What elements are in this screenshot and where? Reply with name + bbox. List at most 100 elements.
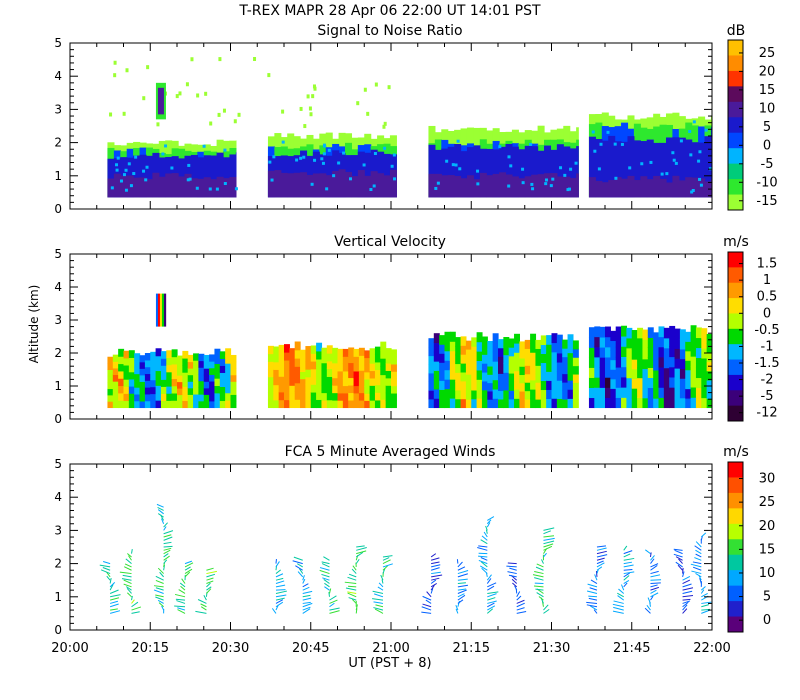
wind-barb <box>174 593 186 598</box>
vv-cell <box>695 387 702 399</box>
vv-cell <box>294 366 301 376</box>
snr-cell <box>678 137 686 198</box>
vv-cell <box>332 385 339 394</box>
snr-cell <box>110 186 114 190</box>
y-tick-label: 3 <box>54 102 62 116</box>
snr-cell <box>356 101 360 106</box>
wind-barb <box>155 587 164 591</box>
vv-cell <box>455 372 462 382</box>
wind-barb <box>348 597 357 601</box>
snr-cell <box>287 173 295 198</box>
wind-barb <box>374 593 384 598</box>
vv-cell <box>439 335 446 345</box>
wind-barb <box>319 567 330 571</box>
vv-cell <box>535 399 542 409</box>
snr-cell <box>392 153 396 157</box>
colorbar-segment <box>728 117 743 134</box>
vv-cell <box>273 369 280 378</box>
vv-cell <box>326 368 333 377</box>
snr-cell <box>184 173 192 198</box>
vv-cell <box>391 378 397 387</box>
wind-barb <box>275 599 284 604</box>
wind-barb <box>455 605 459 611</box>
wind-barb <box>128 555 132 561</box>
vv-cell <box>380 366 387 376</box>
vv-cell <box>177 362 183 370</box>
snr-cell <box>601 182 609 198</box>
snr-cell <box>209 121 213 126</box>
vv-cell <box>439 344 446 354</box>
snr-cell <box>551 177 555 181</box>
vv-cell <box>182 400 189 409</box>
wind-barb <box>650 582 661 585</box>
vv-cell <box>471 381 478 391</box>
wind-barb <box>382 557 390 561</box>
colorbar-tick-label: 0 <box>763 306 771 321</box>
snr-cell <box>235 152 237 198</box>
vv-cell <box>155 385 162 394</box>
vv-cell <box>321 362 328 371</box>
snr-cell <box>509 164 513 168</box>
wind-barb <box>131 595 133 601</box>
colorbar-segment <box>728 405 743 422</box>
snr-cell <box>113 73 117 78</box>
wind-panel <box>99 503 712 614</box>
vv-cell <box>326 376 333 385</box>
wind-barb <box>487 593 497 598</box>
vv-cell <box>294 390 301 400</box>
wind-barb <box>457 573 468 578</box>
wind-colorbar-unit: m/s <box>723 444 749 460</box>
wind-barb <box>623 545 628 551</box>
vv-cell <box>535 390 542 400</box>
wind-barb <box>321 561 330 565</box>
wind-barb <box>329 595 337 601</box>
wind-barb <box>302 606 311 611</box>
snr-cell <box>332 174 336 178</box>
snr-cell <box>313 86 317 91</box>
wind-barb <box>298 568 304 574</box>
colorbar-tick-label: 30 <box>759 472 776 487</box>
snr-cell <box>649 160 653 164</box>
vv-cell <box>273 354 280 363</box>
snr-cell <box>122 111 126 116</box>
vv-cell <box>658 336 665 348</box>
snr-panel-title: Signal to Noise Ratio <box>317 23 462 39</box>
vv-cell <box>230 361 237 369</box>
wind-barb <box>516 610 527 614</box>
vv-cell <box>198 353 205 362</box>
colorbar-segment <box>728 298 743 314</box>
vv-cell <box>342 370 349 379</box>
vv-cell <box>225 385 232 394</box>
vv-cell <box>455 363 462 373</box>
wind-barb <box>586 604 598 608</box>
vv-cell <box>182 365 189 373</box>
vv-cell <box>637 367 644 379</box>
vv-cell <box>155 377 162 386</box>
vv-cell <box>139 361 146 369</box>
wind-barb <box>356 545 365 548</box>
vv-cell <box>209 374 216 382</box>
wind-barb <box>275 573 284 578</box>
vv-cell <box>567 361 574 372</box>
vv-cell <box>166 378 173 387</box>
vv-cell <box>160 351 167 359</box>
snr-cell <box>389 169 397 198</box>
vv-cell <box>305 353 312 362</box>
vv-cell <box>273 361 280 370</box>
vv-cell <box>615 326 622 338</box>
vv-cell <box>599 387 606 398</box>
colorbar-tick-label: 5 <box>763 590 771 605</box>
snr-cell <box>698 142 706 198</box>
snr-cell <box>486 175 494 198</box>
snr-cell <box>521 167 525 171</box>
vv-cell <box>487 390 494 400</box>
snr-cell <box>458 167 462 171</box>
vv-cell <box>653 360 660 371</box>
wind-barb <box>538 596 544 601</box>
y-tick-label: 1 <box>54 379 62 393</box>
vv-cell <box>391 392 397 401</box>
snr-cell <box>640 141 648 198</box>
vv-cell <box>460 363 467 373</box>
wind-barb <box>682 576 691 581</box>
